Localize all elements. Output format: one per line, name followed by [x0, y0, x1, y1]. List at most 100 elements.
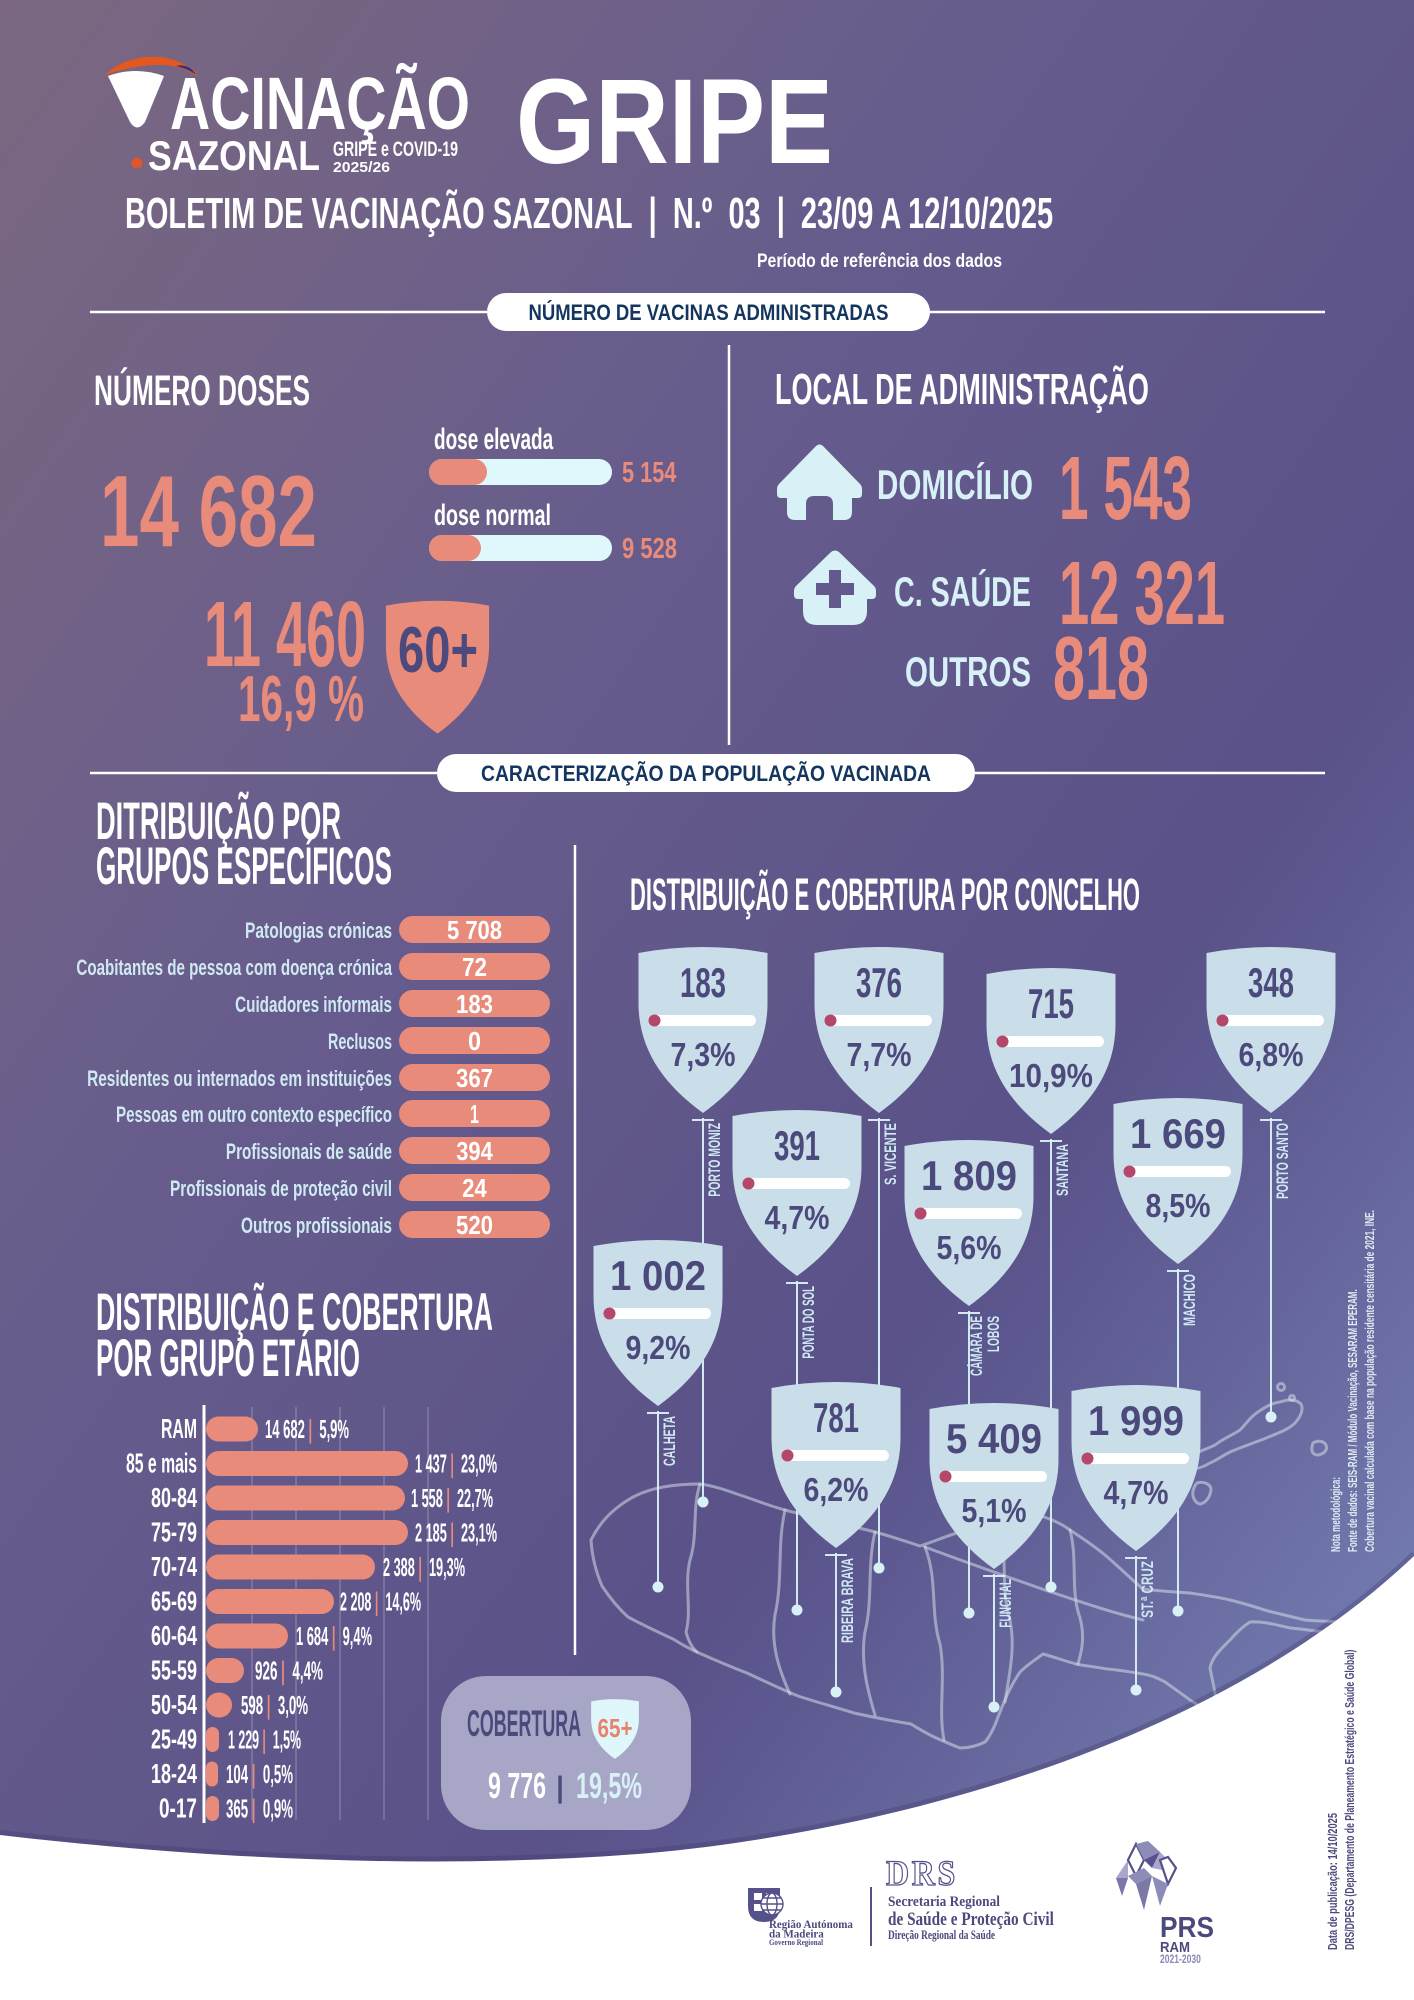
svg-text:11 460: 11 460 — [204, 583, 366, 687]
svg-text:NÚMERO DOSES: NÚMERO DOSES — [94, 366, 310, 414]
svg-text:376: 376 — [856, 959, 902, 1006]
svg-text:75-79: 75-79 — [151, 1517, 197, 1548]
svg-text:RAM: RAM — [1160, 1938, 1190, 1955]
svg-text:65-69: 65-69 — [151, 1586, 197, 1617]
svg-text:DOMICÍLIO: DOMICÍLIO — [877, 461, 1033, 508]
svg-text:5 708: 5 708 — [447, 916, 502, 945]
svg-text:4,7%: 4,7% — [764, 1199, 829, 1236]
svg-text:50-54: 50-54 — [151, 1689, 197, 1720]
svg-text:70-74: 70-74 — [151, 1551, 197, 1582]
svg-text:8,5%: 8,5% — [1145, 1187, 1210, 1224]
svg-text:Pessoas em outro contexto espe: Pessoas em outro contexto específico — [116, 1103, 392, 1127]
svg-text:1 437 | 23,0%: 1 437 | 23,0% — [415, 1450, 497, 1479]
svg-text:2 208 | 14,6%: 2 208 | 14,6% — [340, 1589, 421, 1617]
svg-text:Data de publicação: 14/10/2025: Data de publicação: 14/10/2025 — [1327, 1813, 1341, 1950]
svg-text:Coabitantes de pessoa com doen: Coabitantes de pessoa com doença crónica — [76, 956, 392, 980]
svg-text:de Saúde e Proteção Civil: de Saúde e Proteção Civil — [888, 1908, 1054, 1929]
svg-text:SANTANA: SANTANA — [1054, 1144, 1073, 1196]
svg-text:Nota metodológica:: Nota metodológica: — [1329, 1477, 1343, 1552]
svg-text:1 669: 1 669 — [1130, 1110, 1226, 1157]
svg-text:DISTRIBUIÇÃO E COBERTURA POR C: DISTRIBUIÇÃO E COBERTURA POR CONCELHO — [630, 869, 1140, 920]
svg-text:7,7%: 7,7% — [846, 1036, 911, 1073]
svg-text:183: 183 — [680, 959, 726, 1006]
svg-text:SAZONAL: SAZONAL — [148, 133, 320, 179]
svg-text:MACHICO: MACHICO — [1181, 1274, 1200, 1326]
svg-text:PRS: PRS — [1160, 1911, 1214, 1943]
svg-text:Residentes ou internados em in: Residentes ou internados em instituições — [87, 1067, 392, 1091]
svg-text:16,9 %: 16,9 % — [238, 663, 364, 735]
svg-text:DRS: DRS — [886, 1854, 958, 1893]
svg-text:1 684 | 9,4%: 1 684 | 9,4% — [296, 1622, 372, 1651]
svg-text:9 528: 9 528 — [622, 533, 677, 565]
svg-text:1 558 | 22,7%: 1 558 | 22,7% — [411, 1484, 493, 1513]
svg-text:2 185 | 23,1%: 2 185 | 23,1% — [415, 1519, 497, 1548]
svg-text:Patologias crónicas: Patologias crónicas — [245, 920, 392, 944]
svg-text:85 e mais: 85 e mais — [126, 1447, 197, 1479]
svg-text:520: 520 — [456, 1211, 493, 1240]
svg-text:POR GRUPO ETÁRIO: POR GRUPO ETÁRIO — [96, 1328, 360, 1388]
svg-text:80-84: 80-84 — [151, 1482, 197, 1513]
svg-text:dose elevada: dose elevada — [434, 423, 554, 456]
svg-text:LOBOS: LOBOS — [983, 1316, 1002, 1352]
svg-text:9 776: 9 776 — [488, 1767, 546, 1806]
svg-text:GRIPE e COVID-19: GRIPE e COVID-19 — [333, 137, 458, 160]
svg-text:391: 391 — [774, 1122, 820, 1169]
svg-text:DISTRIBUIÇÃO E COBERTURA: DISTRIBUIÇÃO E COBERTURA — [96, 1282, 493, 1341]
svg-text:Reclusos: Reclusos — [328, 1029, 392, 1054]
svg-text:55-59: 55-59 — [151, 1655, 197, 1686]
svg-text:DRS/DPESG (Departamento de Pla: DRS/DPESG (Departamento de Planeamento E… — [1343, 1649, 1357, 1950]
svg-text:19,5%: 19,5% — [576, 1767, 642, 1806]
svg-text:1 002: 1 002 — [610, 1252, 706, 1299]
svg-text:Direção Regional da Saúde: Direção Regional da Saúde — [888, 1929, 995, 1943]
svg-text:da Madeira: da Madeira — [769, 1928, 824, 1940]
svg-text:Secretaria Regional: Secretaria Regional — [888, 1893, 1000, 1910]
svg-text:CARACTERIZAÇÃO DA POPULAÇÃO VA: CARACTERIZAÇÃO DA POPULAÇÃO VACINADA — [481, 762, 931, 786]
svg-text:4,7%: 4,7% — [1103, 1474, 1168, 1511]
svg-text:Período de referência dos dado: Período de referência dos dados — [757, 250, 1002, 272]
svg-text:ACINAÇÃO: ACINAÇÃO — [170, 62, 470, 144]
svg-text:5,1%: 5,1% — [961, 1492, 1026, 1529]
svg-text:367: 367 — [456, 1064, 493, 1093]
svg-text:DITRIBUIÇÃO POR: DITRIBUIÇÃO POR — [96, 791, 341, 850]
svg-text:GRUPOS ESPECÍFICOS: GRUPOS ESPECÍFICOS — [96, 836, 392, 896]
svg-text:6,8%: 6,8% — [1238, 1036, 1303, 1073]
svg-text:BOLETIM DE VACINAÇÃO SAZONAL: BOLETIM DE VACINAÇÃO SAZONAL | N.º 03 | … — [125, 188, 1053, 239]
svg-text:12 321: 12 321 — [1059, 543, 1225, 644]
svg-text:RAM: RAM — [161, 1412, 197, 1444]
svg-text:dose normal: dose normal — [434, 499, 551, 532]
svg-text:9,2%: 9,2% — [625, 1329, 690, 1366]
svg-text:24: 24 — [462, 1174, 487, 1203]
svg-text:NÚMERO DE VACINAS ADMINISTRADA: NÚMERO DE VACINAS ADMINISTRADAS — [528, 299, 888, 325]
svg-text:Governo Regional: Governo Regional — [769, 1938, 823, 1948]
svg-text:CÂMARA DE: CÂMARA DE — [965, 1316, 986, 1376]
svg-text:5,6%: 5,6% — [936, 1229, 1001, 1266]
svg-text:7,3%: 7,3% — [670, 1036, 735, 1073]
svg-text:348: 348 — [1248, 959, 1294, 1006]
svg-text:Profissionais de saúde: Profissionais de saúde — [226, 1140, 392, 1164]
svg-text:183: 183 — [456, 990, 493, 1019]
svg-text:COBERTURA: COBERTURA — [467, 1704, 581, 1745]
svg-text:926 | 4,4%: 926 | 4,4% — [255, 1657, 323, 1686]
svg-text:|: | — [556, 1771, 564, 1805]
svg-text:60+: 60+ — [398, 615, 478, 687]
svg-text:PONTA DO SOL: PONTA DO SOL — [798, 1286, 818, 1359]
svg-text:1 999: 1 999 — [1088, 1397, 1184, 1444]
svg-text:PORTO SANTO: PORTO SANTO — [1272, 1123, 1291, 1199]
svg-text:Cobertura vacinal calculada co: Cobertura vacinal calculada com base na … — [1363, 1210, 1377, 1552]
svg-text:0: 0 — [468, 1028, 481, 1056]
svg-text:65+: 65+ — [598, 1714, 633, 1743]
svg-text:Cuidadores informais: Cuidadores informais — [235, 993, 392, 1017]
svg-text:2025/26: 2025/26 — [333, 159, 390, 176]
svg-text:104 | 0,5%: 104 | 0,5% — [226, 1760, 293, 1789]
svg-text:C. SAÚDE: C. SAÚDE — [894, 567, 1031, 615]
svg-text:1 543: 1 543 — [1059, 437, 1192, 538]
svg-text:10,9%: 10,9% — [1009, 1058, 1093, 1095]
svg-text:1 809: 1 809 — [921, 1152, 1017, 1199]
svg-text:OUTROS: OUTROS — [905, 648, 1031, 695]
svg-text:FUNCHAL: FUNCHAL — [995, 1579, 1014, 1628]
svg-text:72: 72 — [462, 954, 487, 983]
svg-text:1: 1 — [470, 1099, 479, 1129]
svg-text:60-64: 60-64 — [151, 1620, 197, 1651]
svg-text:14 682: 14 682 — [100, 456, 317, 568]
svg-text:RIBEIRA BRAVA: RIBEIRA BRAVA — [839, 1558, 858, 1643]
